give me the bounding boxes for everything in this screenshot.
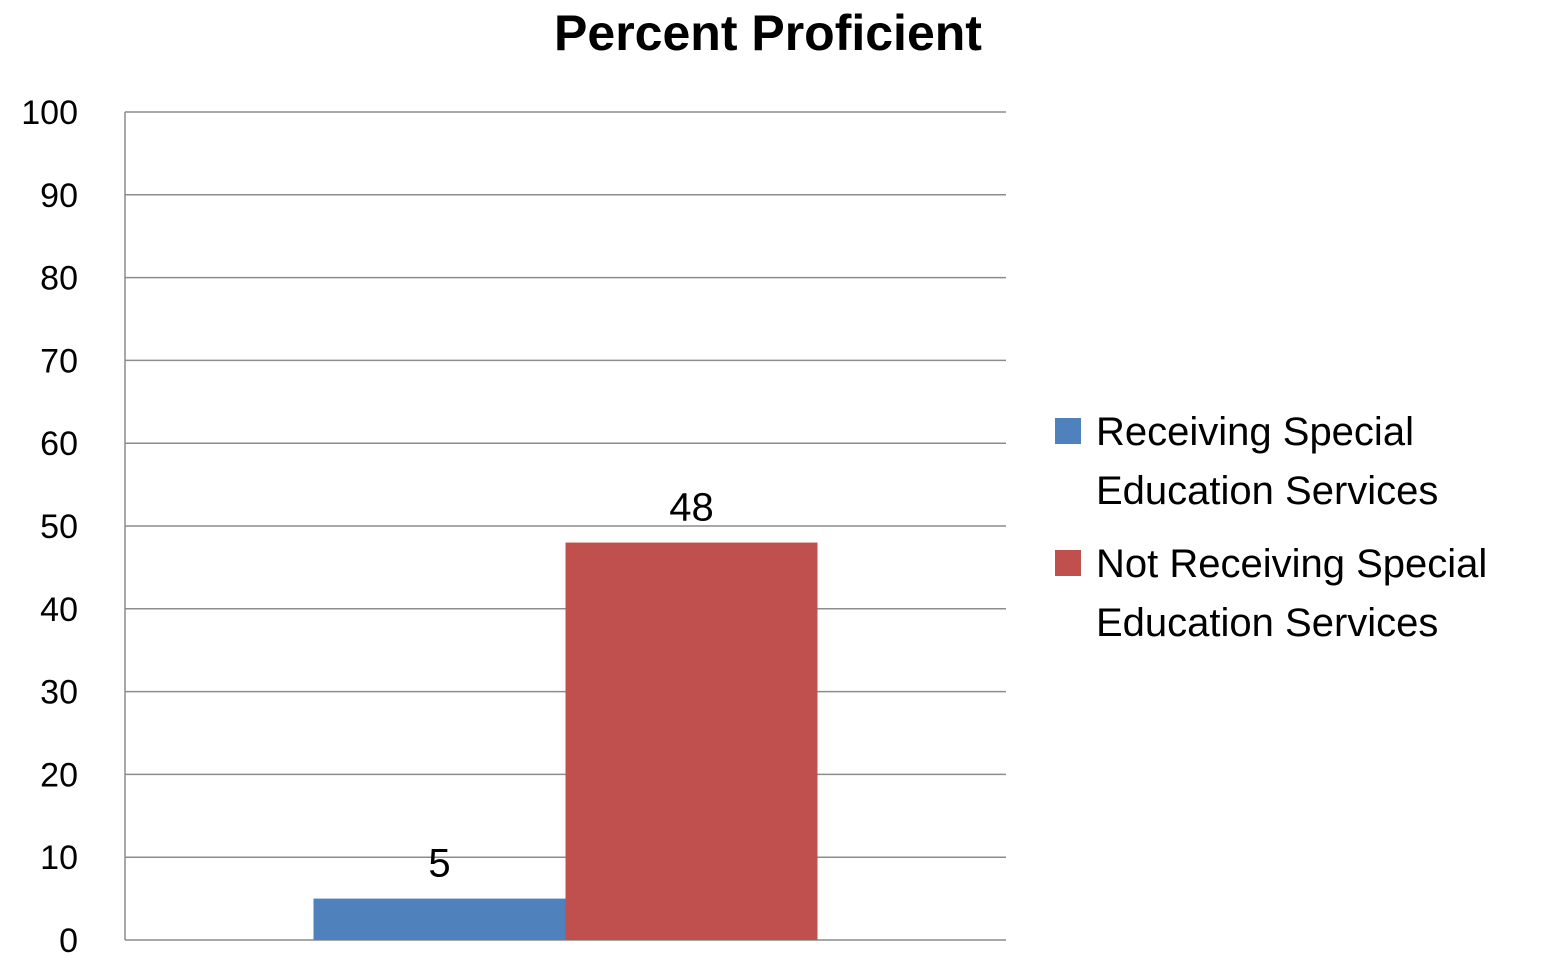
- y-tick-label: 20: [40, 756, 78, 794]
- y-tick-label: 40: [40, 591, 78, 629]
- y-tick-label: 60: [40, 425, 78, 463]
- data-labels: 5 48: [428, 486, 713, 886]
- y-tick-label: 100: [21, 94, 78, 132]
- y-tick-label: 0: [59, 922, 78, 957]
- legend-label: Not Receiving Special Education Services: [1096, 542, 1487, 645]
- data-label: 5: [428, 842, 450, 886]
- bar: [313, 898, 566, 940]
- chart-title: Percent Proficient: [554, 5, 982, 61]
- legend-swatch: [1055, 418, 1081, 444]
- y-tick-label: 80: [40, 260, 78, 298]
- legend-label-line: Not Receiving Special: [1096, 542, 1487, 586]
- legend-swatch: [1055, 550, 1081, 576]
- y-tick-label: 90: [40, 177, 78, 215]
- legend-label-line: Receiving Special: [1096, 410, 1414, 454]
- y-axis-ticks: 0 10 20 30 40 50 60 70 80 90 100: [21, 94, 78, 957]
- y-tick-label: 50: [40, 508, 78, 546]
- legend-label-line: Education Services: [1096, 601, 1438, 645]
- legend-label-line: Education Services: [1096, 469, 1438, 513]
- y-tick-label: 30: [40, 674, 78, 712]
- bars: [313, 542, 818, 940]
- bar: [565, 542, 818, 940]
- y-tick-label: 70: [40, 342, 78, 380]
- data-label: 48: [669, 486, 714, 530]
- y-tick-label: 10: [40, 839, 78, 877]
- legend-label: Receiving Special Education Services: [1096, 410, 1438, 513]
